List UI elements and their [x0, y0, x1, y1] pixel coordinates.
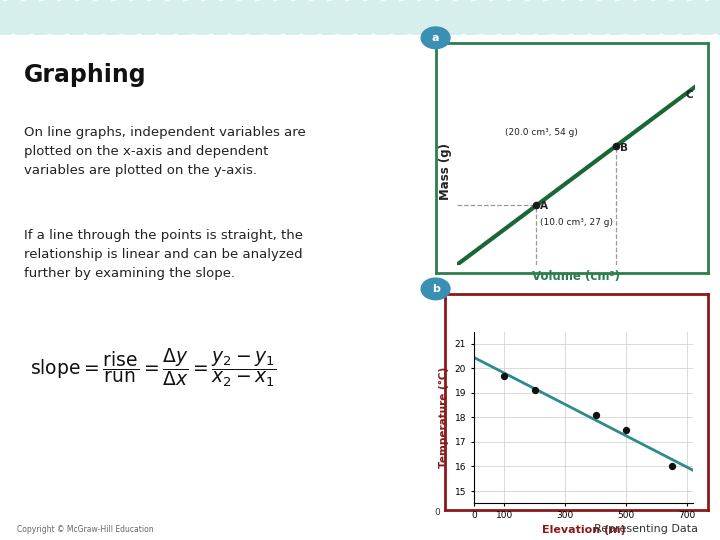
Text: C: C [685, 90, 693, 100]
Text: Graphing: Graphing [24, 63, 146, 87]
Point [529, 386, 541, 395]
Point [666, 462, 678, 471]
Text: If a line through the points is straight, the
relationship is linear and can be : If a line through the points is straight… [24, 230, 302, 280]
Text: Density of Aluminum: Density of Aluminum [493, 52, 650, 65]
Text: Representing Data: Representing Data [595, 523, 698, 534]
Point [590, 410, 601, 419]
Text: B: B [620, 143, 628, 153]
Text: 0: 0 [434, 508, 440, 517]
Point [531, 201, 542, 210]
Text: On line graphs, independent variables are
plotted on the x-axis and dependent
va: On line graphs, independent variables ar… [24, 126, 305, 177]
Text: b: b [432, 284, 439, 294]
Point [621, 426, 632, 434]
Text: a: a [432, 33, 439, 43]
X-axis label: Elevation (m): Elevation (m) [541, 525, 626, 536]
Text: (20.0 cm³, 54 g): (20.0 cm³, 54 g) [505, 129, 577, 137]
Text: Copyright © McGraw-Hill Education: Copyright © McGraw-Hill Education [17, 525, 154, 534]
Y-axis label: Mass (g): Mass (g) [438, 143, 451, 200]
X-axis label: Volume (cm³): Volume (cm³) [532, 270, 620, 283]
Text: A: A [539, 201, 548, 211]
Text: (10.0 cm³, 27 g): (10.0 cm³, 27 g) [540, 218, 613, 227]
Point [610, 142, 621, 151]
Text: Temperature
v. Elevation: Temperature v. Elevation [531, 295, 621, 323]
Point [498, 372, 510, 380]
Text: $\mathrm{slope} = \dfrac{\mathrm{rise}}{\mathrm{run}} = \dfrac{\Delta y}{\Delta : $\mathrm{slope} = \dfrac{\mathrm{rise}}{… [30, 347, 276, 389]
Y-axis label: Temperature (°C): Temperature (°C) [439, 367, 449, 468]
